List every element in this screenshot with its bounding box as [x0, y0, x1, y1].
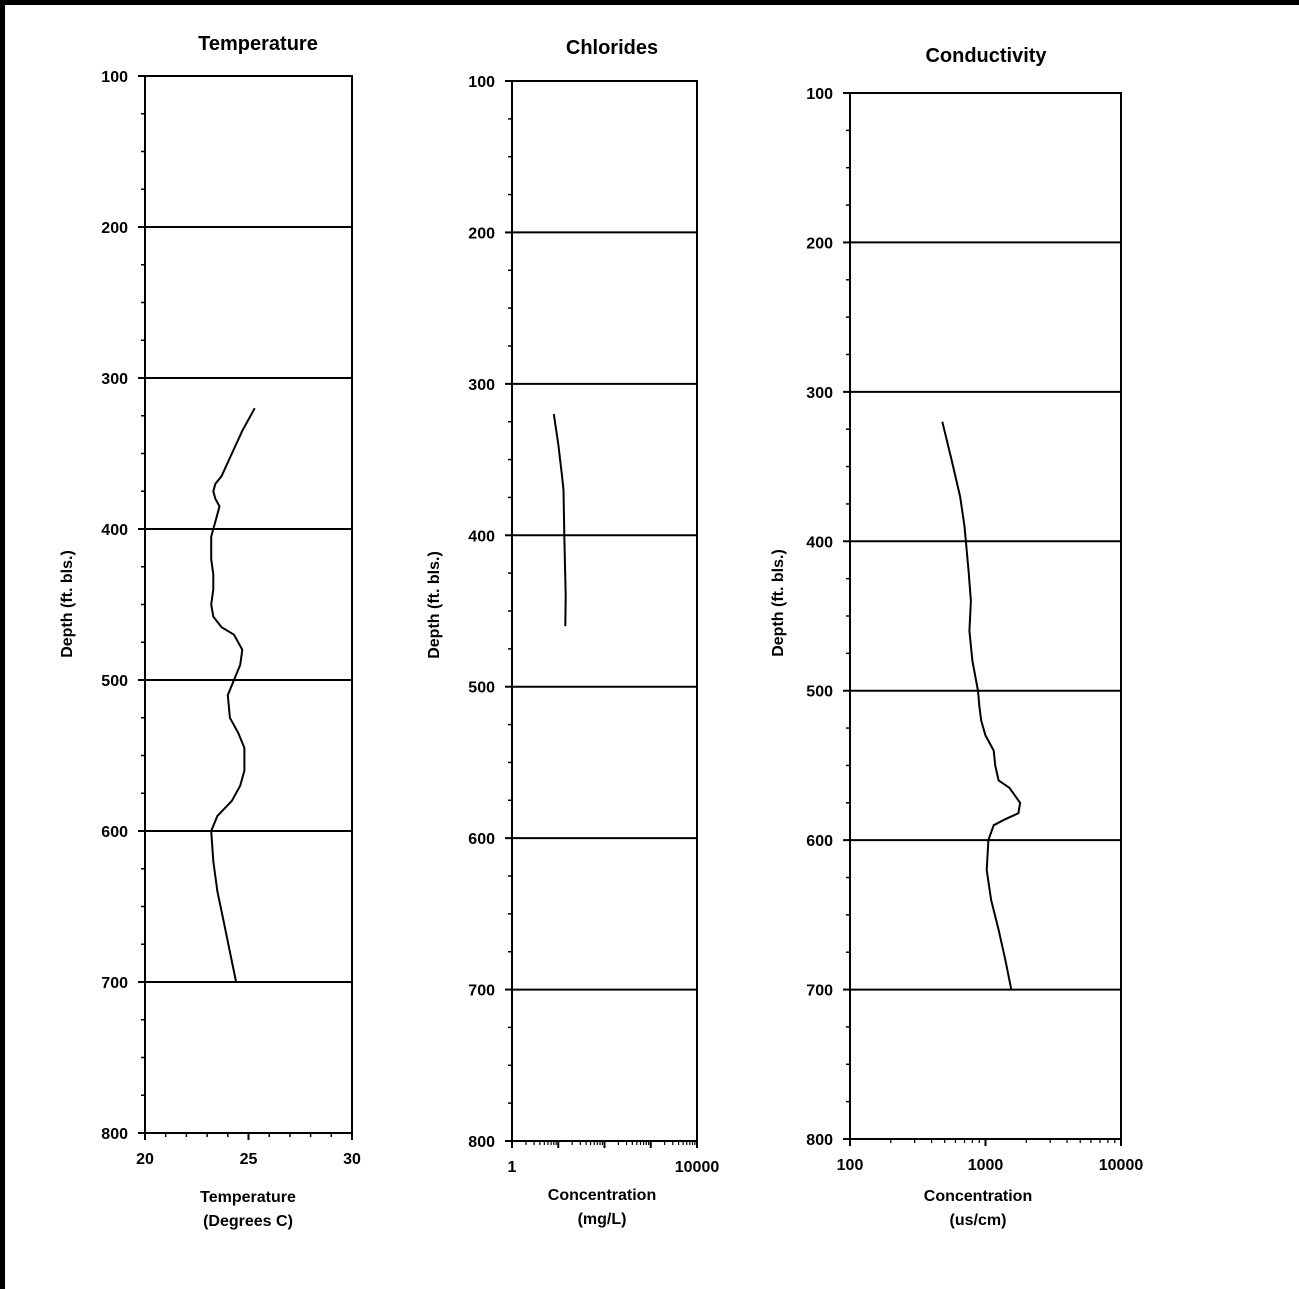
- y-tick-label: 700: [806, 983, 833, 1000]
- chart-title: Temperature: [198, 33, 318, 55]
- y-tick-label: 200: [101, 220, 128, 237]
- page-border-left: [0, 0, 5, 1289]
- chlorides-panel: Chlorides Depth (ft. bls.) Concentration…: [426, 37, 719, 1228]
- y-tick-label: 100: [806, 86, 833, 103]
- y-tick-label: 600: [101, 824, 128, 841]
- y-axis-label: Depth (ft. bls.): [426, 551, 443, 659]
- y-tick-label: 300: [806, 385, 833, 402]
- x-tick-label: 30: [343, 1151, 361, 1168]
- page-border-top: [0, 0, 1299, 5]
- y-tick-label: 100: [101, 69, 128, 86]
- y-tick-label: 600: [468, 831, 495, 848]
- plot-frame: [849, 92, 1122, 1140]
- chart-title: Chlorides: [566, 37, 658, 59]
- x-tick-label: 1000: [968, 1157, 1004, 1174]
- x-axis-label-line1: Temperature: [200, 1189, 296, 1206]
- y-tick-label: 800: [101, 1126, 128, 1143]
- y-axis-label: Depth (ft. bls.): [59, 550, 76, 658]
- y-tick-label: 200: [468, 225, 495, 242]
- y-tick-label: 500: [806, 684, 833, 701]
- y-tick-label: 400: [806, 534, 833, 551]
- plot-frame: [144, 75, 353, 1134]
- y-axis-label: Depth (ft. bls.): [770, 549, 787, 657]
- y-tick-label: 400: [101, 522, 128, 539]
- y-tick-label: 500: [468, 680, 495, 697]
- y-tick-label: 800: [468, 1134, 495, 1151]
- plot-frame: [511, 80, 698, 1142]
- series-line: [552, 413, 567, 627]
- y-tick-label: 300: [468, 377, 495, 394]
- temperature-panel: Temperature Depth (ft. bls.) Temperature…: [59, 33, 361, 1230]
- y-tick-label: 700: [468, 983, 495, 1000]
- chart-title: Conductivity: [925, 45, 1047, 67]
- y-tick-label: 200: [806, 235, 833, 252]
- x-tick-label: 100: [837, 1157, 864, 1174]
- x-tick-label: 10000: [1099, 1157, 1144, 1174]
- x-axis-label-line1: Concentration: [548, 1187, 656, 1204]
- y-tick-label: 400: [468, 528, 495, 545]
- x-tick-label: 10000: [675, 1159, 720, 1176]
- x-axis-label-line2: (Degrees C): [203, 1213, 293, 1230]
- y-tick-label: 700: [101, 975, 128, 992]
- x-tick-label: 25: [240, 1151, 258, 1168]
- series-line: [210, 407, 256, 983]
- x-tick-label: 20: [136, 1151, 154, 1168]
- x-axis-label-line2: (us/cm): [950, 1212, 1007, 1229]
- y-tick-label: 800: [806, 1132, 833, 1149]
- x-axis-label-line1: Concentration: [924, 1188, 1032, 1205]
- y-tick-label: 500: [101, 673, 128, 690]
- y-tick-label: 100: [468, 74, 495, 91]
- series-line: [941, 421, 1022, 990]
- y-tick-label: 600: [806, 833, 833, 850]
- x-tick-label: 1: [508, 1159, 517, 1176]
- conductivity-panel: Conductivity Depth (ft. bls.) Concentrat…: [770, 45, 1143, 1229]
- y-tick-label: 300: [101, 371, 128, 388]
- x-axis-label-line2: (mg/L): [578, 1211, 627, 1228]
